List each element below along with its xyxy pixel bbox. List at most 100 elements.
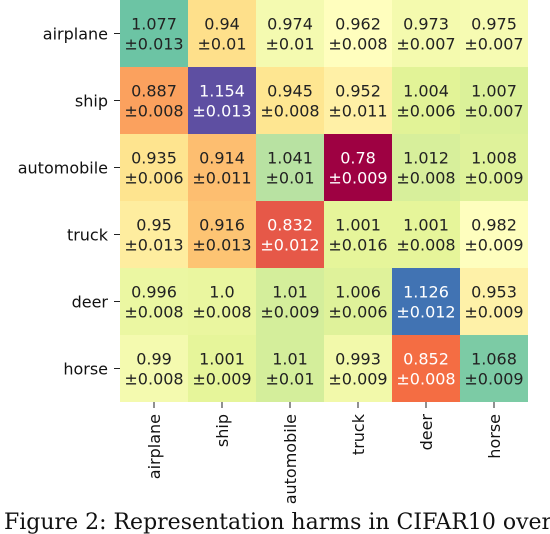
figure-caption: Figure 2: Representation harms in CIFAR1…: [4, 512, 550, 534]
cell-error: ±0.008: [124, 303, 183, 322]
cell-value: 0.78: [340, 149, 376, 168]
cell-error: ±0.009: [464, 370, 523, 389]
cell-rect: [188, 0, 256, 67]
x-axis-labels: airplane ship automobile truck deer horse: [145, 402, 504, 504]
heatmap-cell: 1.068±0.009: [460, 335, 528, 402]
heatmap-cell: 0.935±0.006: [120, 134, 188, 201]
cell-error: ±0.008: [192, 303, 251, 322]
x-tick-label: automobile: [281, 414, 300, 504]
cell-value: 0.974: [267, 15, 313, 34]
cell-error: ±0.008: [124, 370, 183, 389]
cell-value: 0.962: [335, 15, 381, 34]
cell-error: ±0.008: [396, 169, 455, 188]
heatmap-cell: 0.832±0.012: [256, 201, 324, 268]
cell-rect: [188, 268, 256, 335]
heatmap-cell: 1.012±0.008: [392, 134, 460, 201]
cell-value: 0.99: [136, 350, 172, 369]
heatmap-cell: 0.974±0.01: [256, 0, 324, 67]
cell-rect: [256, 201, 324, 268]
cell-rect: [120, 201, 188, 268]
x-tick-label: airplane: [145, 414, 164, 479]
cell-error: ±0.009: [328, 370, 387, 389]
y-axis-labels: airplane ship automobile truck deer horse: [18, 25, 120, 379]
cell-value: 0.993: [335, 350, 381, 369]
heatmap-cell: 1.126±0.012: [392, 268, 460, 335]
cell-value: 0.996: [131, 283, 177, 302]
heatmap-cell: 0.973±0.007: [392, 0, 460, 67]
heatmap-cell: 0.962±0.008: [324, 0, 392, 67]
cell-value: 1.008: [471, 149, 517, 168]
cell-rect: [256, 134, 324, 201]
heatmap-cell: 1.077±0.013: [120, 0, 188, 67]
cell-rect: [392, 268, 460, 335]
cell-error: ±0.01: [265, 35, 314, 54]
cell-rect: [392, 134, 460, 201]
cell-rect: [324, 67, 392, 134]
cell-value: 1.01: [272, 350, 308, 369]
cell-error: ±0.007: [396, 35, 455, 54]
y-tick-label: horse: [63, 360, 108, 379]
cell-rect: [256, 335, 324, 402]
heatmap-cells: 1.077±0.0130.94±0.010.974±0.010.962±0.00…: [120, 0, 528, 402]
x-tick-label: horse: [485, 414, 504, 459]
cell-value: 1.126: [403, 283, 449, 302]
cell-value: 0.95: [136, 216, 172, 235]
cell-value: 0.975: [471, 15, 517, 34]
heatmap-cell: 0.975±0.007: [460, 0, 528, 67]
heatmap-cell: 0.996±0.008: [120, 268, 188, 335]
heatmap-cell: 0.914±0.011: [188, 134, 256, 201]
cell-error: ±0.006: [328, 303, 387, 322]
heatmap-cell: 1.001±0.016: [324, 201, 392, 268]
cell-rect: [392, 201, 460, 268]
heatmap-cell: 0.94±0.01: [188, 0, 256, 67]
heatmap-cell: 1.006±0.006: [324, 268, 392, 335]
cell-rect: [460, 67, 528, 134]
cell-value: 1.0: [209, 283, 234, 302]
cell-value: 1.154: [199, 82, 245, 101]
cell-error: ±0.01: [265, 169, 314, 188]
cell-rect: [392, 0, 460, 67]
cell-value: 0.945: [267, 82, 313, 101]
cell-error: ±0.01: [265, 370, 314, 389]
cell-error: ±0.007: [464, 35, 523, 54]
heatmap-cell: 0.887±0.008: [120, 67, 188, 134]
cell-value: 1.006: [335, 283, 381, 302]
cell-value: 1.041: [267, 149, 313, 168]
cell-value: 1.01: [272, 283, 308, 302]
heatmap-cell: 0.916±0.013: [188, 201, 256, 268]
cell-rect: [188, 134, 256, 201]
heatmap-cell: 1.007±0.007: [460, 67, 528, 134]
cell-rect: [256, 268, 324, 335]
cell-error: ±0.013: [192, 236, 251, 255]
cell-rect: [120, 268, 188, 335]
x-tick-label: deer: [417, 414, 436, 451]
cell-rect: [120, 134, 188, 201]
cell-rect: [460, 335, 528, 402]
heatmap-cell: 0.78±0.009: [324, 134, 392, 201]
cell-value: 0.916: [199, 216, 245, 235]
heatmap-cell: 1.001±0.009: [188, 335, 256, 402]
heatmap-cell: 0.99±0.008: [120, 335, 188, 402]
heatmap-cell: 0.945±0.008: [256, 67, 324, 134]
cell-error: ±0.011: [328, 102, 387, 121]
cell-rect: [188, 201, 256, 268]
cell-error: ±0.009: [464, 236, 523, 255]
cell-error: ±0.009: [328, 169, 387, 188]
heatmap-cell: 1.008±0.009: [460, 134, 528, 201]
cell-value: 1.004: [403, 82, 449, 101]
cell-value: 0.914: [199, 149, 245, 168]
heatmap-cell: 1.0±0.008: [188, 268, 256, 335]
heatmap-cell: 0.993±0.009: [324, 335, 392, 402]
heatmap-cell: 1.041±0.01: [256, 134, 324, 201]
cell-error: ±0.006: [396, 102, 455, 121]
cell-error: ±0.009: [464, 169, 523, 188]
cell-error: ±0.007: [464, 102, 523, 121]
cell-error: ±0.008: [124, 102, 183, 121]
cell-value: 0.952: [335, 82, 381, 101]
cell-rect: [460, 201, 528, 268]
heatmap-cell: 1.001±0.008: [392, 201, 460, 268]
cell-rect: [324, 134, 392, 201]
cell-value: 0.953: [471, 283, 517, 302]
cell-error: ±0.013: [124, 236, 183, 255]
cell-error: ±0.011: [192, 169, 251, 188]
